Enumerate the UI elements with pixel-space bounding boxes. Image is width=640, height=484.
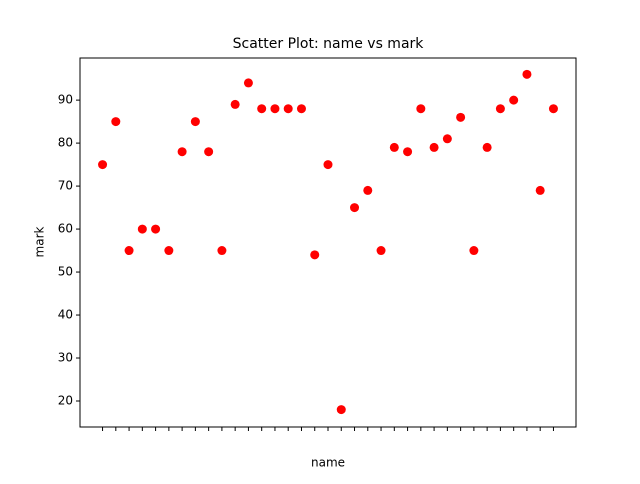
x-axis-label: name — [311, 456, 345, 470]
point — [495, 104, 505, 114]
point — [350, 203, 360, 213]
point — [217, 246, 227, 256]
point — [124, 246, 134, 256]
plot-frame — [79, 57, 577, 428]
y-tick-label: 20 — [58, 393, 73, 407]
point — [456, 112, 466, 122]
point — [509, 95, 519, 105]
point — [323, 160, 333, 170]
chart-title: Scatter Plot: name vs mark — [233, 36, 425, 52]
y-tick-label: 30 — [58, 351, 73, 365]
point — [403, 147, 413, 157]
point — [429, 142, 439, 152]
y-tick-label: 80 — [58, 136, 73, 150]
point — [389, 142, 399, 152]
point — [296, 104, 306, 114]
point — [137, 224, 147, 234]
point — [522, 69, 532, 79]
point — [310, 250, 320, 260]
y-tick-label: 70 — [58, 179, 73, 193]
point — [363, 185, 373, 195]
y-tick-label: 50 — [58, 265, 73, 279]
point — [469, 246, 479, 256]
point — [376, 246, 386, 256]
point — [416, 104, 426, 114]
point — [442, 134, 452, 144]
y-tick-label: 90 — [58, 93, 73, 107]
point — [535, 185, 545, 195]
point — [270, 104, 280, 114]
point — [177, 147, 187, 157]
point — [164, 246, 174, 256]
y-axis-label: mark — [33, 226, 47, 257]
point — [98, 160, 108, 170]
point — [243, 78, 253, 88]
point — [204, 147, 214, 157]
point — [336, 405, 346, 415]
y-tick-label: 40 — [58, 308, 73, 322]
point — [111, 117, 121, 127]
point — [151, 224, 161, 234]
y-tick-label: 60 — [58, 222, 73, 236]
point — [482, 142, 492, 152]
point — [257, 104, 267, 114]
point — [283, 104, 293, 114]
point — [190, 117, 200, 127]
point — [230, 99, 240, 109]
point — [548, 104, 558, 114]
